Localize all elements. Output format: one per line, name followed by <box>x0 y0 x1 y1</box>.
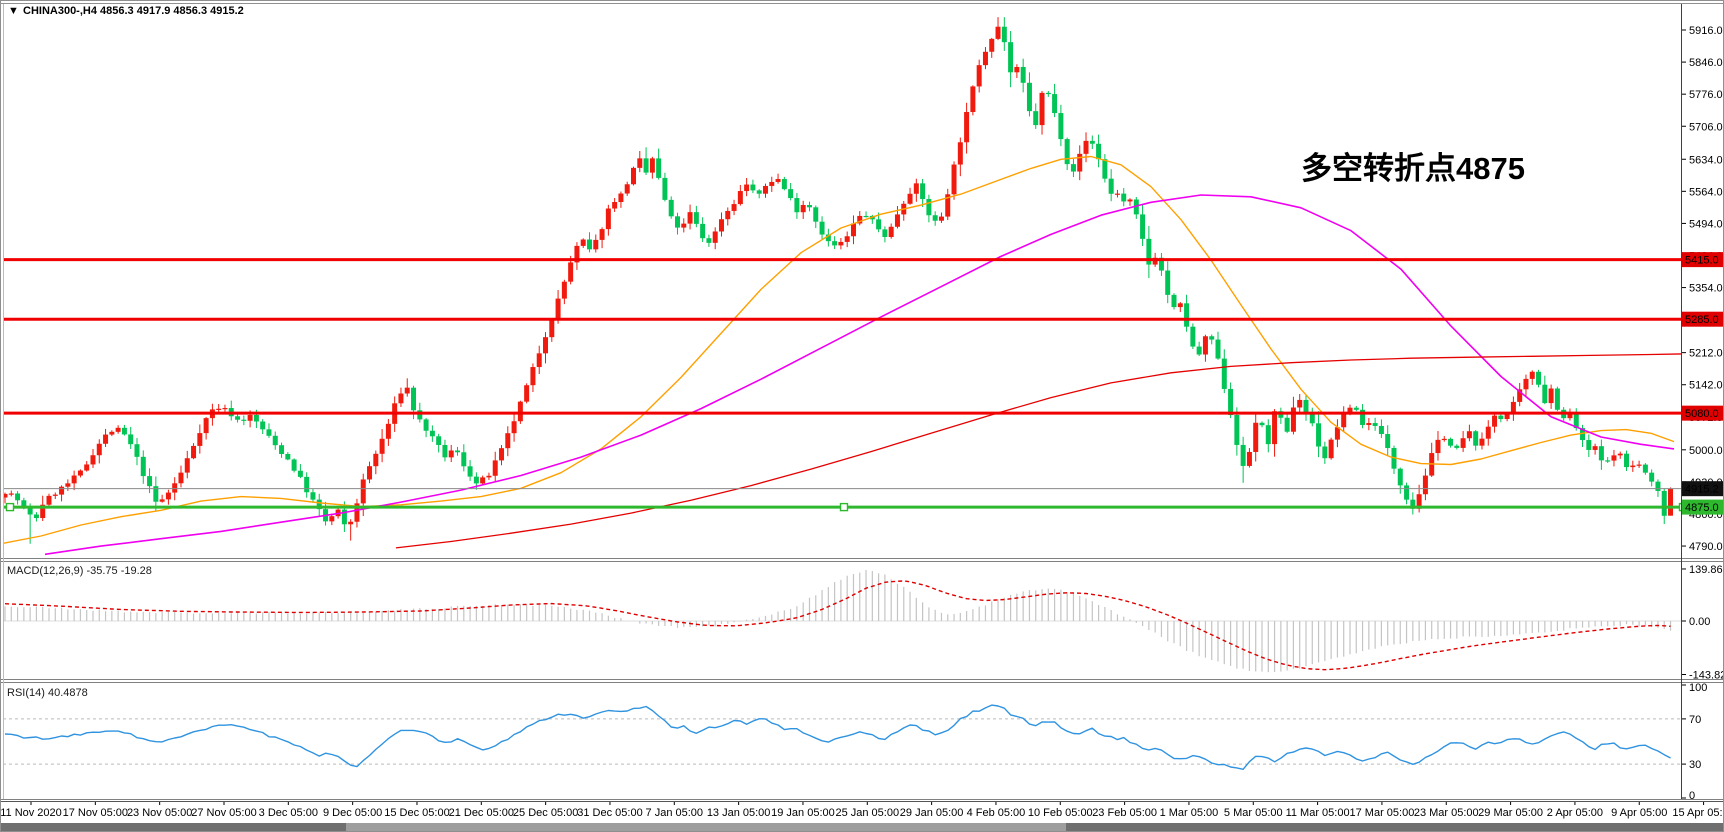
price-tag-label: 5415.0 <box>1685 255 1719 267</box>
price-tick-label: 5916.0 <box>1689 25 1723 37</box>
price-tag-label: 4875.0 <box>1685 502 1719 514</box>
price-tag-5285.0 <box>1681 311 1723 327</box>
date-label: 31 Dec 05:00 <box>577 807 642 819</box>
rsi-tick-label: 70 <box>1689 714 1701 726</box>
macd-signal-line <box>4 580 1671 671</box>
date-label: 3 Dec 05:00 <box>259 807 318 819</box>
rsi-tick-label: 100 <box>1689 682 1707 694</box>
price-tag-label: 4915.2 <box>1685 484 1719 496</box>
price-tick-label: 5494.0 <box>1689 218 1723 230</box>
macd-indicator-label: MACD(12,26,9) -35.75 -19.28 <box>7 565 152 577</box>
annotation-text[interactable]: 多空转折点4875 <box>1301 151 1525 186</box>
date-label: 9 Dec 05:00 <box>323 807 382 819</box>
price-tick-label: 5634.0 <box>1689 154 1723 166</box>
price-tag-label: 5080.0 <box>1685 408 1719 420</box>
price-axis[interactable]: 5916.0 5846.0 5776.0 5706.0 5634.0 5564.0 5494… <box>1681 25 1724 802</box>
price-tag-5080.0 <box>1681 405 1723 421</box>
date-label: 19 Jan 05:00 <box>771 807 835 819</box>
price-tick-label: 5564.0 <box>1689 186 1723 198</box>
macd-indicator[interactable] <box>3 570 1681 673</box>
rsi-indicator-label: RSI(14) 40.4878 <box>7 687 88 699</box>
hline-handle[interactable] <box>5 502 15 512</box>
date-label: 2 Apr 05:00 <box>1547 807 1603 819</box>
date-label: 13 Jan 05:00 <box>707 807 771 819</box>
ma-slow-red <box>395 353 1681 549</box>
macd-tick-label: 139.86 <box>1689 564 1723 576</box>
date-label: 29 Mar 05:00 <box>1478 807 1543 819</box>
date-label: 15 Dec 05:00 <box>384 807 449 819</box>
price-tag-4875.0 <box>1681 499 1723 515</box>
date-label: 27 Nov 05:00 <box>191 807 256 819</box>
moving-average-lines[interactable] <box>3 155 1701 556</box>
date-label: 5 Mar 05:00 <box>1224 807 1283 819</box>
date-label: 10 Feb 05:00 <box>1028 807 1093 819</box>
macd-tick-label: 0.00 <box>1689 616 1710 628</box>
date-label: 15 Apr 05:00 <box>1672 807 1724 819</box>
date-label: 25 Jan 05:00 <box>835 807 899 819</box>
date-label: 29 Jan 05:00 <box>900 807 964 819</box>
price-tick-label: 4790.0 <box>1689 541 1723 553</box>
price-tag-4915.2 <box>1681 481 1723 497</box>
ma-fast-orange <box>3 155 1675 544</box>
price-tick-label: 5706.0 <box>1689 121 1723 133</box>
date-label: 1 Mar 05:00 <box>1160 807 1219 819</box>
hline-handle[interactable] <box>839 502 849 512</box>
bottom-window-strip-light-segment <box>346 823 1066 831</box>
price-tick-label: 5846.0 <box>1689 57 1723 69</box>
date-label: 25 Dec 05:00 <box>513 807 578 819</box>
date-label: 23 Feb 05:00 <box>1092 807 1157 819</box>
horizontal-line-objects[interactable] <box>3 258 1688 512</box>
rsi-tick-label: 30 <box>1689 759 1701 771</box>
macd-tick-label: -143.82 <box>1689 670 1724 682</box>
symbol-ohlc-label: CHINA300-,H4 4856.3 4917.9 4856.3 4915.2 <box>23 5 244 17</box>
price-tick-label: 5000.0 <box>1689 445 1723 457</box>
price-tag-label: 5285.0 <box>1685 314 1719 326</box>
price-tick-label: 5354.0 <box>1689 283 1723 295</box>
date-label: 11 Mar 05:00 <box>1286 807 1350 819</box>
price-tag-5415.0 <box>1681 252 1723 268</box>
candlestick-series[interactable] <box>3 17 1674 544</box>
symbol-dropdown-icon[interactable]: ▼ <box>8 5 19 17</box>
rsi-indicator[interactable] <box>3 704 1681 770</box>
date-label: 17 Mar 05:00 <box>1350 807 1415 819</box>
date-label: 4 Feb 05:00 <box>967 807 1026 819</box>
date-label: 9 Apr 05:00 <box>1611 807 1667 819</box>
date-label: 11 Nov 2020 <box>1 807 62 819</box>
ma-mid-magenta <box>44 194 1675 556</box>
price-tick-label: 5776.0 <box>1689 89 1723 101</box>
rsi-tick-label: 0 <box>1689 790 1695 802</box>
date-label: 21 Dec 05:00 <box>449 807 514 819</box>
price-tick-label: 5142.0 <box>1689 380 1723 392</box>
date-label: 23 Nov 05:00 <box>127 807 192 819</box>
date-label: 7 Jan 05:00 <box>646 807 704 819</box>
rsi-line <box>4 704 1671 770</box>
date-label: 23 Mar 05:00 <box>1414 807 1479 819</box>
date-label: 17 Nov 05:00 <box>63 807 128 819</box>
price-tick-label: 5212.0 <box>1689 348 1723 360</box>
